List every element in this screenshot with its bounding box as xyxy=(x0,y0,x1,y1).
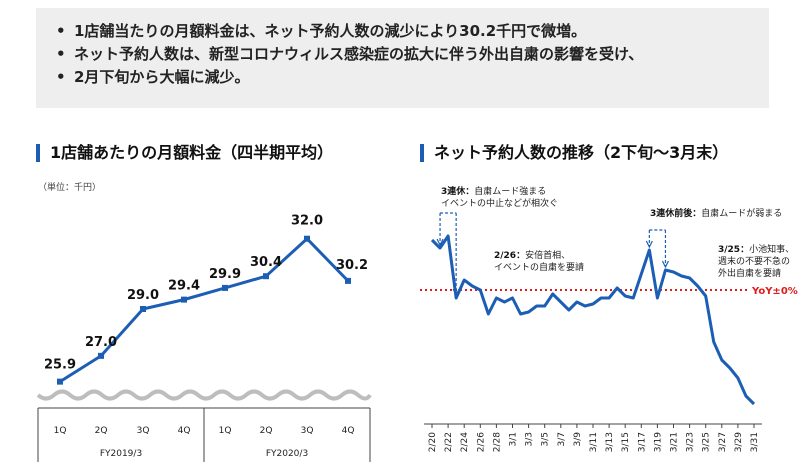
x-tick-label: 3Q xyxy=(137,426,150,436)
annotation-line: イベントの中止などが相次ぐ xyxy=(441,197,558,209)
annotation-text: 3連休：自粛ムード強まる xyxy=(441,185,546,197)
x-tick-label: 3/21 xyxy=(670,432,680,452)
data-point xyxy=(140,306,146,312)
annotation: 3連休前後：自粛ムードが弱まる xyxy=(650,207,782,219)
annotation-bold: 2/26： xyxy=(494,251,525,261)
annotation-bracket xyxy=(436,212,460,297)
x-tick-label: 2/28 xyxy=(492,432,502,452)
x-tick-label: 3/3 xyxy=(525,432,535,446)
x-tick-label: 3/11 xyxy=(589,432,599,452)
data-label: 32.0 xyxy=(291,214,323,229)
summary-panel: 1店舗当たりの月額料金は、ネット予約人数の減少により30.2千円で微増。 ネット… xyxy=(36,8,769,108)
x-tick-label: 3/7 xyxy=(557,432,567,446)
x-tick-label: 3/15 xyxy=(621,432,631,452)
x-tick-label: 3/19 xyxy=(653,432,663,452)
data-point xyxy=(181,296,187,303)
bracket-arrow xyxy=(452,288,460,297)
x-tick-label: 3/25 xyxy=(702,432,712,452)
data-label: 25.9 xyxy=(44,358,76,373)
x-tick-label: 3/1 xyxy=(509,432,519,446)
x-tick-label: 3/17 xyxy=(637,432,647,452)
annotation-line: 小池知事、 xyxy=(749,243,794,255)
series-line xyxy=(59,237,350,383)
annotation-line: 外出自粛を要請 xyxy=(718,267,781,279)
x-tick-label: 4Q xyxy=(342,426,355,436)
annotation-line: 安倍首相、 xyxy=(525,249,570,261)
x-tick-label: 3/31 xyxy=(750,432,760,452)
x-tick-label: 3/29 xyxy=(734,432,744,452)
data-point xyxy=(263,273,269,280)
annotation: 2/26：安倍首相、イベントの自粛を要請 xyxy=(494,249,584,273)
annotation-line: 週末の不要不急の xyxy=(718,255,790,267)
x-tick-label: 3/5 xyxy=(541,432,551,446)
data-point xyxy=(222,284,228,291)
x-tick-label: 3Q xyxy=(301,426,314,436)
x-tick-label: 3/23 xyxy=(686,432,696,452)
data-point xyxy=(98,352,104,359)
x-group-label: FY2019/3 xyxy=(100,449,142,459)
series-line xyxy=(430,234,756,406)
data-label: 29.4 xyxy=(168,279,200,294)
annotation-bold: 3/25： xyxy=(718,245,749,255)
x-tick-label: 3/27 xyxy=(718,432,728,452)
bracket-arrow xyxy=(645,240,653,249)
left-chart-title: 1店舗あたりの月額料金（四半期平均） xyxy=(36,144,333,162)
x-tick-label: 2Q xyxy=(260,426,273,436)
axis-break xyxy=(36,389,372,401)
x-tick-label: 4Q xyxy=(178,426,191,436)
data-label: 30.2 xyxy=(336,258,368,273)
annotation-line: 自粛ムード強まる xyxy=(474,185,546,197)
x-tick-label: 2/20 xyxy=(428,432,438,452)
annotation-bracket xyxy=(645,229,669,269)
x-group-label: FY2020/3 xyxy=(266,449,308,459)
data-label: 29.9 xyxy=(209,267,241,282)
summary-item-1: 1店舗当たりの月額料金は、ネット予約人数の減少により30.2千円で微増。 xyxy=(56,20,769,43)
bracket-arrow xyxy=(661,260,669,269)
data-point xyxy=(345,277,351,284)
annotation-line: イベントの自粛を要請 xyxy=(494,261,584,273)
x-tick-label: 2/24 xyxy=(460,432,470,452)
annotation-text: 2/26：安倍首相、 xyxy=(494,249,570,261)
right-chart-title: ネット予約人数の推移（2下旬〜3月末） xyxy=(420,144,728,162)
x-tick-label: 2Q xyxy=(95,426,108,436)
left-chart-unit: （単位：千円） xyxy=(38,183,102,193)
annotation-bold: 3連休： xyxy=(441,185,474,197)
annotation-text: 3連休前後：自粛ムードが弱まる xyxy=(650,207,782,219)
annotation-text: 3/25：小池知事、 xyxy=(718,243,794,255)
data-point xyxy=(304,235,310,242)
bracket-arrow xyxy=(436,238,444,247)
data-label: 27.0 xyxy=(85,335,117,350)
annotation-bold: 3連休前後： xyxy=(650,207,701,219)
x-tick-label: 1Q xyxy=(219,426,232,436)
summary-item-3: 2月下旬から大幅に減少。 xyxy=(56,66,769,89)
x-tick-label: 2/22 xyxy=(444,432,454,452)
annotation-line: 自粛ムードが弱まる xyxy=(701,207,782,219)
data-point xyxy=(57,378,63,385)
x-tick-label: 1Q xyxy=(54,426,67,436)
x-tick-label: 3/9 xyxy=(573,432,583,447)
data-label: 30.4 xyxy=(250,255,282,270)
summary-item-2: ネット予約人数は、新型コロナウィルス感染症の拡大に伴う外出自粛の影響を受け、 xyxy=(56,43,769,66)
x-tick-label: 3/13 xyxy=(605,432,615,452)
yoy-reference-label: YoY±0% xyxy=(751,286,798,297)
data-label: 29.0 xyxy=(127,288,159,303)
x-tick-label: 2/26 xyxy=(476,432,486,452)
